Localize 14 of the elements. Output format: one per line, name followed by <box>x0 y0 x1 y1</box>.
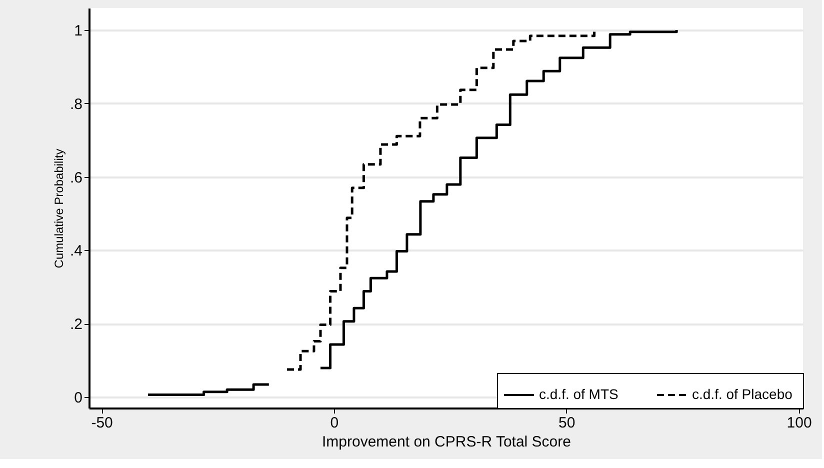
x-tick-label: 0 <box>330 414 339 432</box>
y-axis-title: Cumulative Probability <box>52 148 66 268</box>
y-tick-label: .2 <box>70 316 82 334</box>
y-tick-label: .8 <box>70 96 82 113</box>
x-tick-label: -50 <box>91 414 113 432</box>
y-tick-label: 1 <box>74 22 82 40</box>
x-tick-label: 50 <box>558 414 576 432</box>
x-tick-label: 100 <box>786 414 812 432</box>
legend-label: c.d.f. of Placebo <box>692 386 793 402</box>
y-tick-label: 0 <box>74 389 82 406</box>
y-tick-label: .6 <box>70 169 82 186</box>
y-tick-label: .4 <box>70 242 82 260</box>
legend-label: c.d.f. of MTS <box>539 386 618 402</box>
x-axis-title: Improvement on CPRS-R Total Score <box>322 434 571 450</box>
